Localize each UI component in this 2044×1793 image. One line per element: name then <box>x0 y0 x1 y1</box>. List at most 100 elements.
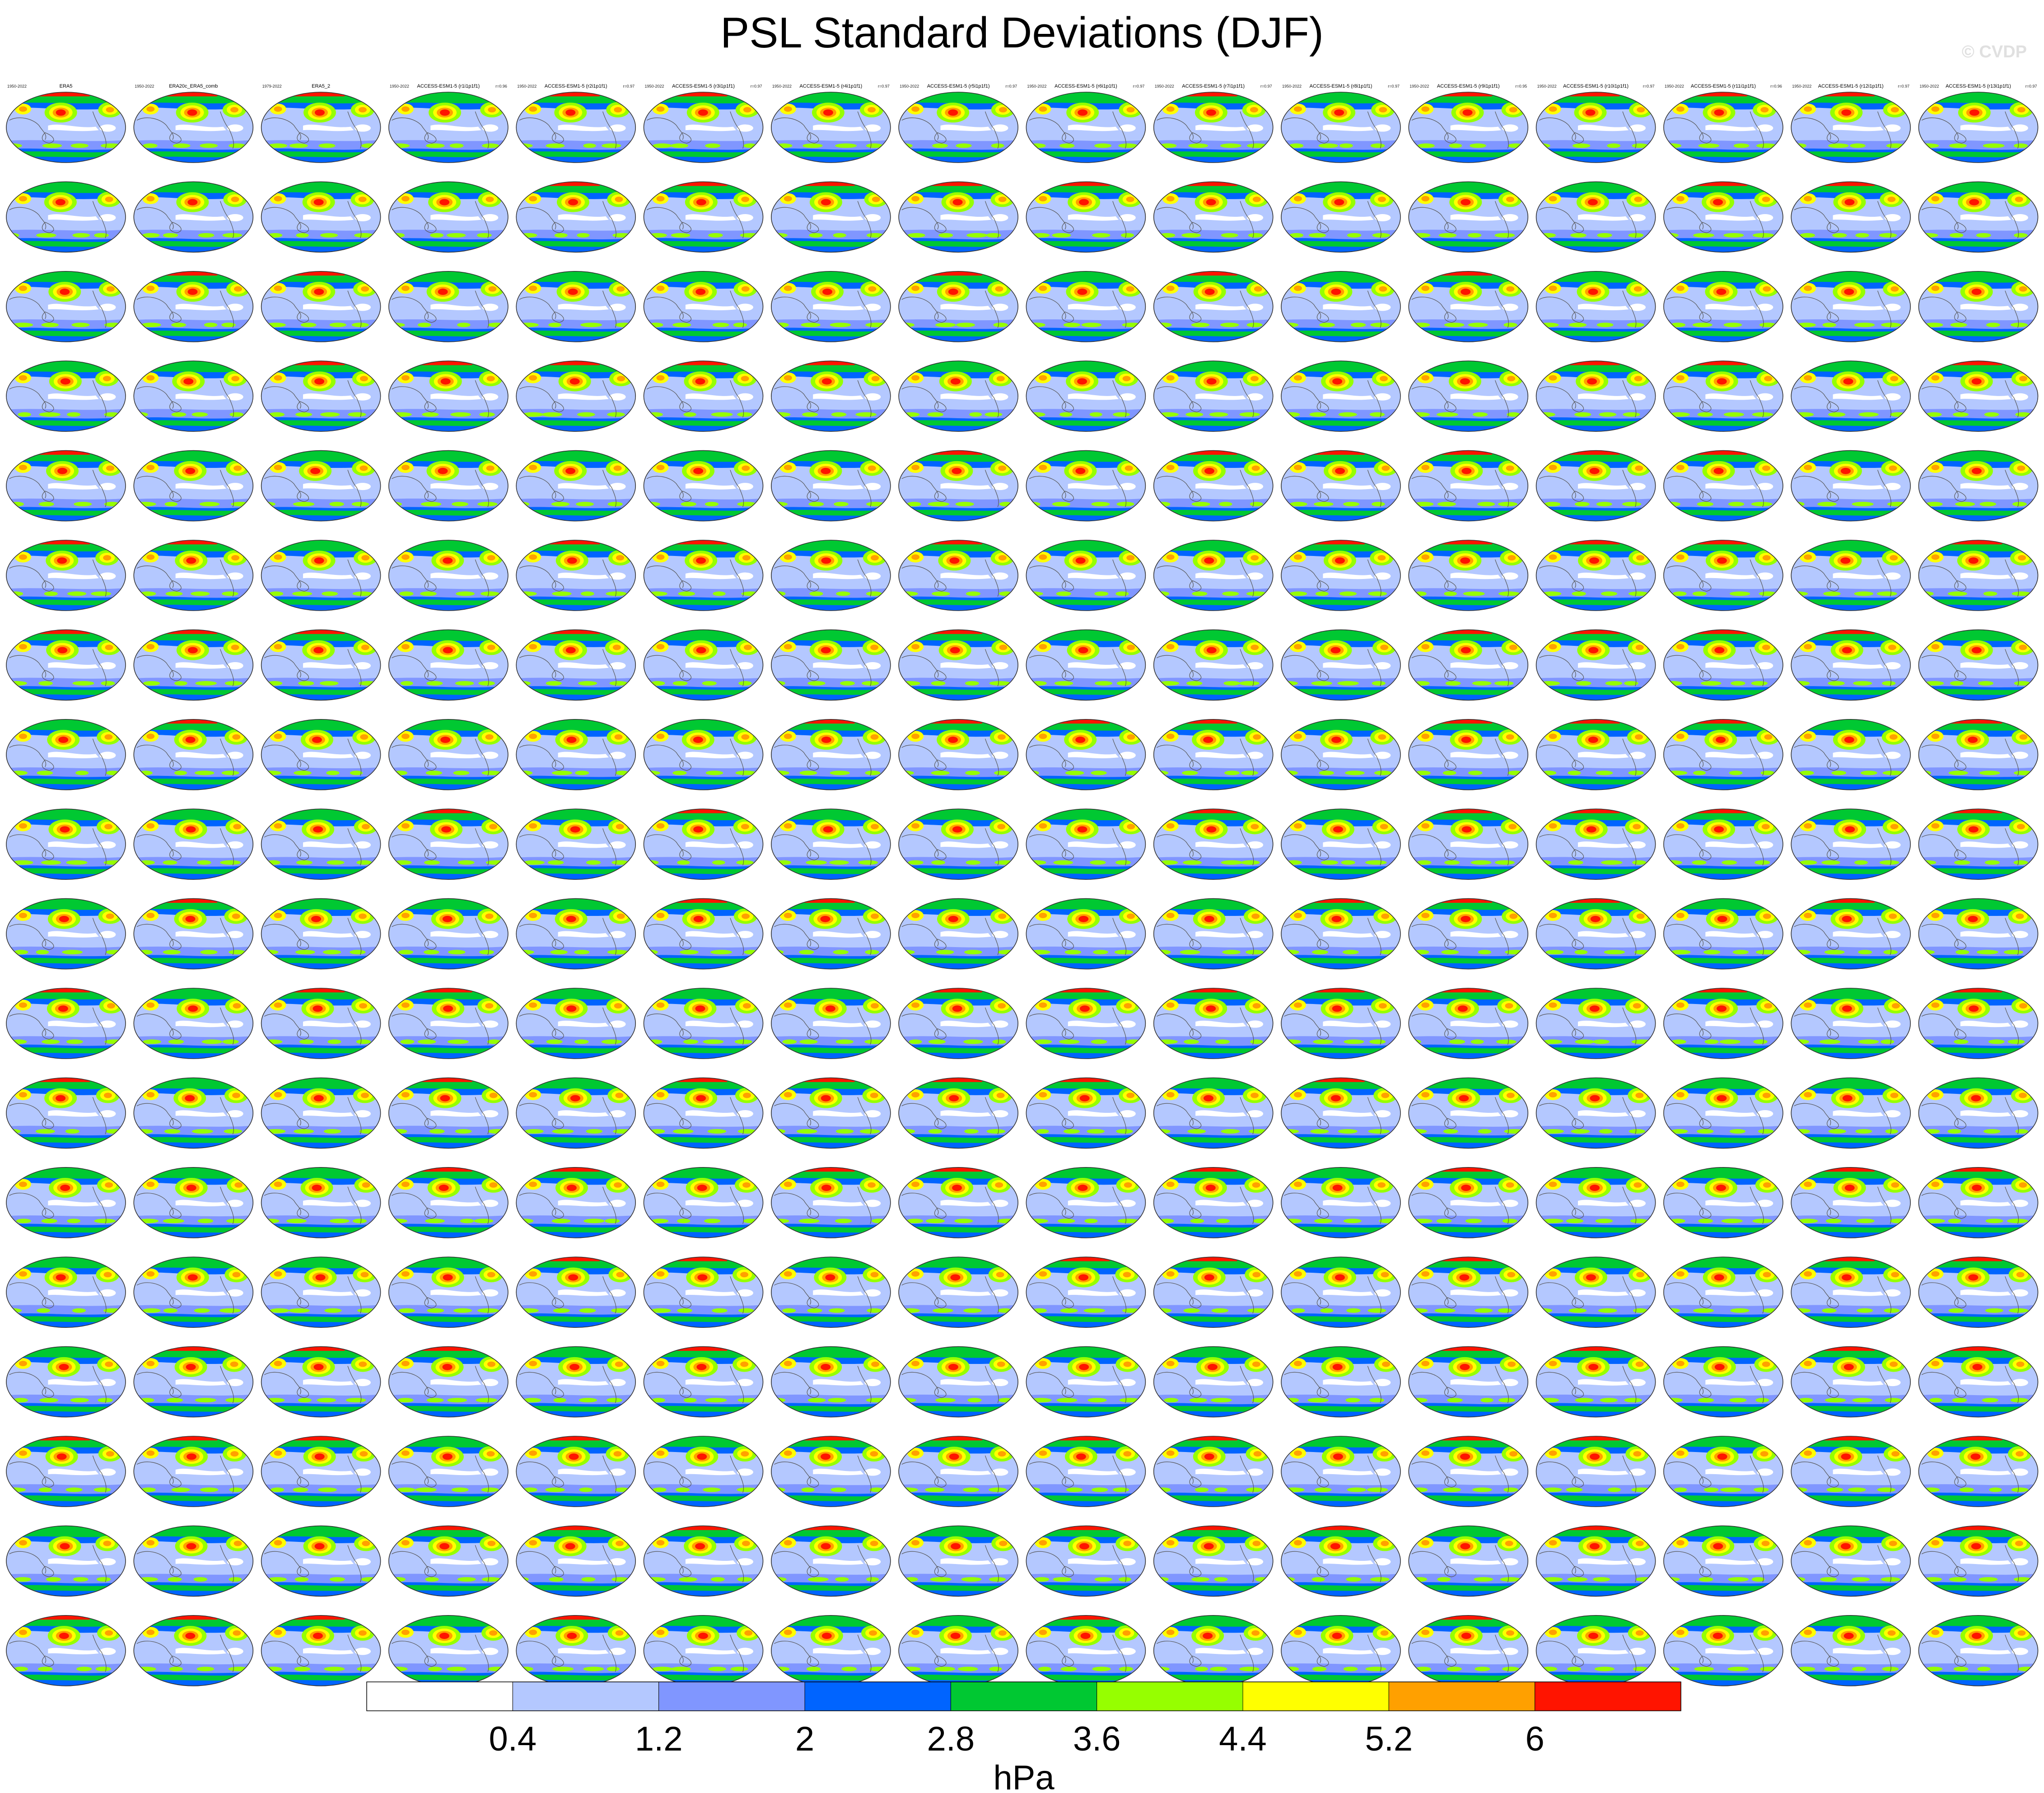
map-panel-r7-c16 <box>1918 629 2039 701</box>
map-panel-r8-c10 <box>1153 719 1274 790</box>
colorbar-segment <box>366 1681 513 1711</box>
colorbar-segment <box>512 1681 659 1711</box>
panel-title: ACCESS-ESM1-5 (r5i1p1f1) <box>927 84 990 89</box>
map-panel-r12-c5 <box>516 1077 636 1149</box>
map-panel-r4-c3 <box>261 360 381 432</box>
map-panel-r7-c14 <box>1663 629 1783 701</box>
map-panel-r18-c4 <box>388 1615 509 1686</box>
map-panel-r18-c1 <box>6 1615 126 1686</box>
map-panel-r14-c14 <box>1663 1256 1783 1328</box>
map-panel-r8-c9 <box>1026 719 1146 790</box>
map-panel-r16-c7 <box>771 1436 891 1507</box>
panel-years: 1950-2022 <box>135 84 154 89</box>
panel-years: 1950-2022 <box>1409 84 1429 89</box>
map-panel-r2-c14 <box>1663 181 1783 253</box>
map-panel-r2-c7 <box>771 181 891 253</box>
map-panel-r16-c12 <box>1408 1436 1529 1507</box>
map-panel-r8-c6 <box>643 719 764 790</box>
panel-title: ACCESS-ESM1-5 (r1i1p1f1) <box>417 84 480 89</box>
map-panel-r15-c4 <box>388 1346 509 1418</box>
colorbar-segment <box>1097 1681 1243 1711</box>
map-panel-r4-c10 <box>1153 360 1274 432</box>
map-panel-r14-c6 <box>643 1256 764 1328</box>
map-panel-r4-c9 <box>1026 360 1146 432</box>
map-panel-r10-c8 <box>898 898 1018 970</box>
map-panel-r5-c9 <box>1026 450 1146 522</box>
map-panel-r13-c11 <box>1281 1167 1401 1238</box>
map-panel-r17-c14 <box>1663 1525 1783 1597</box>
map-panel-r17-c4 <box>388 1525 509 1597</box>
map-panel-r1-c10: ACCESS-ESM1-5 (r7i1p1f1) 1950-2022 r=0.97 <box>1153 84 1274 163</box>
map-panel-r18-c5 <box>516 1615 636 1686</box>
map-panel-r6-c10 <box>1153 540 1274 611</box>
map-panel-r9-c12 <box>1408 808 1529 880</box>
panel-title: ACCESS-ESM1-5 (r13i1p1f1) <box>1946 84 2011 89</box>
map-panel-r6-c2 <box>133 540 254 611</box>
map-panel-r16-c16 <box>1918 1436 2039 1507</box>
map-panel-r5-c4 <box>388 450 509 522</box>
map-panel-r17-c8 <box>898 1525 1018 1597</box>
panel-years: 1950-2022 <box>1537 84 1557 89</box>
map-panel-r7-c6 <box>643 629 764 701</box>
panel-correlation: r=0.97 <box>1005 84 1017 89</box>
colorbar-tick-label: 4.4 <box>1219 1720 1267 1758</box>
map-panel-r2-c10 <box>1153 181 1274 253</box>
map-panel-r17-c13 <box>1535 1525 1656 1597</box>
colorbar-segment <box>950 1681 1097 1711</box>
map-panel-r1-c12: ACCESS-ESM1-5 (r9i1p1f1) 1950-2022 r=0.95 <box>1408 84 1529 163</box>
map-panel-r5-c8 <box>898 450 1018 522</box>
panel-correlation: r=0.97 <box>1260 84 1272 89</box>
map-panel-r13-c1 <box>6 1167 126 1238</box>
panel-years: 1950-2022 <box>1792 84 1811 89</box>
panel-title: ACCESS-ESM1-5 (r4i1p1f1) <box>799 84 862 89</box>
panel-title: ACCESS-ESM1-5 (r11i1p1f1) <box>1691 84 1756 89</box>
map-panel-r7-c5 <box>516 629 636 701</box>
map-panel-r10-c7 <box>771 898 891 970</box>
map-panel-r8-c3 <box>261 719 381 790</box>
panel-correlation: r=0.97 <box>751 84 762 89</box>
map-panel-r6-c3 <box>261 540 381 611</box>
panel-years: 1950-2022 <box>1920 84 1939 89</box>
map-panel-r13-c7 <box>771 1167 891 1238</box>
map-panel-r14-c7 <box>771 1256 891 1328</box>
map-panel-r18-c3 <box>261 1615 381 1686</box>
map-panel-r4-c5 <box>516 360 636 432</box>
map-panel-r15-c11 <box>1281 1346 1401 1418</box>
map-panel-r13-c6 <box>643 1167 764 1238</box>
map-panel-r3-c3 <box>261 271 381 342</box>
colorbar-unit-label: hPa <box>993 1759 1055 1793</box>
map-panel-r18-c12 <box>1408 1615 1529 1686</box>
map-panel-r8-c16 <box>1918 719 2039 790</box>
map-panel-r1-c14: ACCESS-ESM1-5 (r11i1p1f1) 1950-2022 r=0.96 <box>1663 84 1783 163</box>
panel-years: 1950-2022 <box>772 84 792 89</box>
map-panel-r1-c11: ACCESS-ESM1-5 (r8i1p1f1) 1950-2022 r=0.97 <box>1281 84 1401 163</box>
map-panel-r9-c5 <box>516 808 636 880</box>
map-panel-r13-c15 <box>1791 1167 1911 1238</box>
panel-correlation: r=0.97 <box>1133 84 1145 89</box>
map-panel-r7-c4 <box>388 629 509 701</box>
map-panel-r2-c1 <box>6 181 126 253</box>
map-panel-r1-c5: ACCESS-ESM1-5 (r2i1p1f1) 1950-2022 r=0.97 <box>516 84 636 163</box>
map-panel-r12-c8 <box>898 1077 1018 1149</box>
map-panel-r4-c13 <box>1535 360 1656 432</box>
map-panel-r1-c4: ACCESS-ESM1-5 (r1i1p1f1) 1950-2022 r=0.96 <box>388 84 509 163</box>
map-panel-r7-c3 <box>261 629 381 701</box>
panel-years: 1950-2022 <box>1155 84 1174 89</box>
panel-title: ERA5 <box>60 84 73 89</box>
map-panel-r7-c8 <box>898 629 1018 701</box>
map-panel-r17-c7 <box>771 1525 891 1597</box>
map-panel-r13-c4 <box>388 1167 509 1238</box>
map-panel-r8-c4 <box>388 719 509 790</box>
map-panel-r2-c15 <box>1791 181 1911 253</box>
panel-years: 1950-2022 <box>517 84 537 89</box>
colorbar-segment <box>1242 1681 1389 1711</box>
map-panel-r3-c4 <box>388 271 509 342</box>
panel-correlation: r=0.95 <box>1516 84 1527 89</box>
panel-years: 1950-2022 <box>900 84 919 89</box>
map-panel-r10-c12 <box>1408 898 1529 970</box>
colorbar-tick-label: 1.2 <box>635 1720 683 1758</box>
map-panel-r11-c5 <box>516 988 636 1059</box>
panel-title: ACCESS-ESM1-5 (r12i1p1f1) <box>1818 84 1884 89</box>
